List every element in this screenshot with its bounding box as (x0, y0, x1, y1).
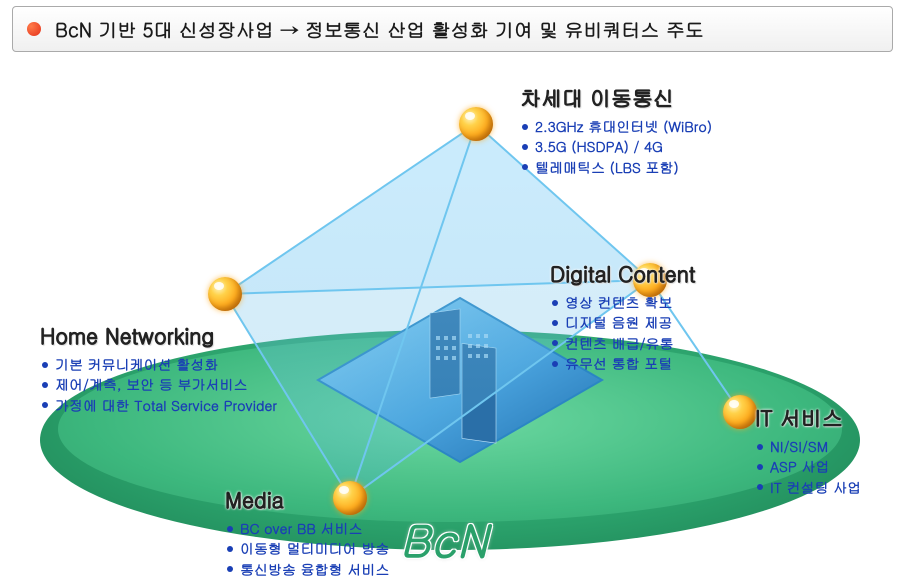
title-rhs: 정보통신 산업 활성화 기여 및 유비쿼터스 주도 (305, 16, 704, 43)
topic-list: NI/SI/SM ASP 사업 IT 컨설팅 사업 (755, 436, 861, 497)
list-item: BC over BB 서비스 (227, 518, 389, 538)
topic-list: 영상 컨텐츠 확보 디지털 음원 제공 컨텐츠 배급/유통 유무선 통합 포털 (550, 292, 695, 373)
topic-home-networking: Home Networking 기본 커뮤니케이션 활성화 제어/계측, 보안 … (40, 320, 277, 415)
topic-heading: 차세대 이동통신 (520, 82, 712, 112)
list-item: 기본 커뮤니케이션 활성화 (42, 354, 277, 374)
topic-it-service: IT 서비스 NI/SI/SM ASP 사업 IT 컨설팅 사업 (755, 402, 861, 497)
topic-list: 2.3GHz 휴대인터넷 (WiBro) 3.5G (HSDPA) / 4G 텔… (520, 116, 712, 177)
list-item: 2.3GHz 휴대인터넷 (WiBro) (522, 116, 712, 136)
list-item: 유무선 통합 포털 (552, 353, 695, 373)
list-item: 영상 컨텐츠 확보 (552, 292, 695, 312)
topic-list: BC over BB 서비스 이동형 멀티미디어 방송 통신방송 융합형 서비스 (225, 518, 389, 579)
topic-list: 기본 커뮤니케이션 활성화 제어/계측, 보안 등 부가서비스 가정에 대한 T… (40, 354, 277, 415)
list-item: IT 컨설팅 사업 (757, 477, 861, 497)
title-lhs: BcN 기반 5대 신성장사업 (55, 16, 274, 43)
list-item: ASP 사업 (757, 456, 861, 476)
title-bar: BcN 기반 5대 신성장사업 → 정보통신 산업 활성화 기여 및 유비쿼터스… (12, 6, 893, 52)
list-item: NI/SI/SM (757, 436, 861, 456)
topic-heading: Digital Content (550, 258, 695, 288)
list-item: 이동형 멀티미디어 방송 (227, 538, 389, 558)
topic-heading: IT 서비스 (755, 402, 861, 432)
list-item: 컨텐츠 배급/유통 (552, 333, 695, 353)
list-item: 3.5G (HSDPA) / 4G (522, 136, 712, 156)
list-item: 가정에 대한 Total Service Provider (42, 395, 277, 415)
topic-digital-content: Digital Content 영상 컨텐츠 확보 디지털 음원 제공 컨텐츠 … (550, 258, 695, 373)
orb-home-networking (208, 277, 242, 311)
list-item: 텔레매틱스 (LBS 포함) (522, 157, 712, 177)
topic-next-gen: 차세대 이동통신 2.3GHz 휴대인터넷 (WiBro) 3.5G (HSDP… (520, 82, 712, 177)
topic-heading: Media (225, 484, 389, 514)
list-item: 디지털 음원 제공 (552, 312, 695, 332)
list-item: 통신방송 융합형 서비스 (227, 559, 389, 579)
title-arrow: → (280, 16, 299, 43)
bcn-label: BcN (400, 508, 489, 570)
orb-next-gen (459, 107, 493, 141)
title-bullet (27, 22, 41, 36)
topic-media: Media BC over BB 서비스 이동형 멀티미디어 방송 통신방송 융… (225, 484, 389, 579)
topic-heading: Home Networking (40, 320, 277, 350)
orb-it-service (723, 395, 757, 429)
list-item: 제어/계측, 보안 등 부가서비스 (42, 374, 277, 394)
